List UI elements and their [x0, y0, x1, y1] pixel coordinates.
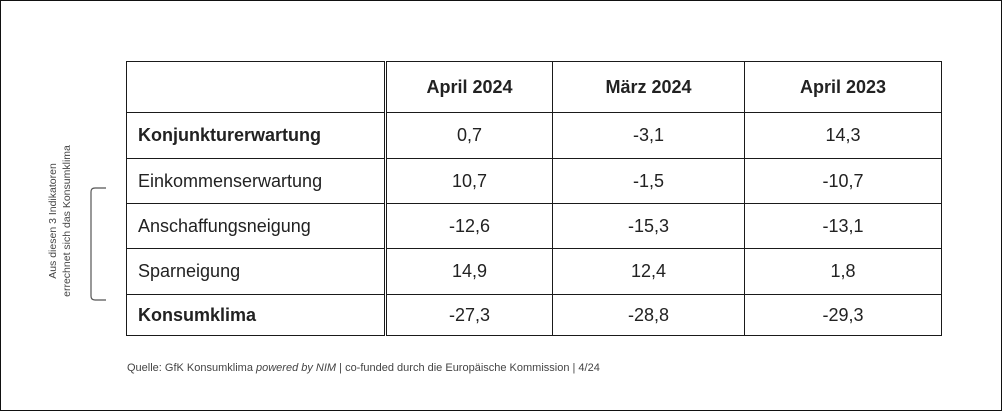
row-label-sparneigung: Sparneigung — [126, 248, 387, 295]
table-cell: -10,7 — [744, 158, 942, 204]
header-april-2023: April 2023 — [744, 61, 942, 113]
row-label-einkommenserwartung: Einkommenserwartung — [126, 158, 387, 204]
side-note: Aus diesen 3 Indikatoren errechnet sich … — [46, 141, 74, 301]
header-row: April 2024 März 2024 April 2023 — [126, 61, 942, 113]
table-cell: -12,6 — [385, 203, 553, 249]
table-cell: 14,9 — [385, 248, 553, 295]
row-label-konsumklima: Konsumklima — [126, 294, 387, 336]
bracket-icon — [90, 187, 106, 301]
table-row: Einkommenserwartung 10,7 -1,5 -10,7 — [126, 158, 942, 204]
source-note: Quelle: GfK Konsumklima powered by NIM |… — [127, 362, 600, 374]
header-april-2024: April 2024 — [385, 61, 553, 113]
table-cell: -1,5 — [552, 158, 745, 204]
table-cell: -3,1 — [552, 112, 745, 159]
table-row: Konjunkturerwartung 0,7 -3,1 14,3 — [126, 112, 942, 159]
table-cell: 0,7 — [385, 112, 553, 159]
table-row: Sparneigung 14,9 12,4 1,8 — [126, 248, 942, 295]
source-prefix: Quelle: GfK Konsumklima — [127, 362, 256, 374]
row-label-anschaffungsneigung: Anschaffungsneigung — [126, 203, 387, 249]
side-note-line-1: Aus diesen 3 Indikatoren — [47, 163, 59, 279]
table-row: Konsumklima -27,3 -28,8 -29,3 — [126, 294, 942, 336]
table-cell: 1,8 — [744, 248, 942, 295]
table-cell: -27,3 — [385, 294, 553, 336]
consumer-climate-table: April 2024 März 2024 April 2023 Konjunkt… — [126, 61, 942, 336]
header-empty-cell — [126, 61, 387, 113]
side-note-line-2: errechnet sich das Konsumklima — [61, 145, 73, 297]
table-cell: 10,7 — [385, 158, 553, 204]
table-cell: -28,8 — [552, 294, 745, 336]
table-cell: -13,1 — [744, 203, 942, 249]
table-row: Anschaffungsneigung -12,6 -15,3 -13,1 — [126, 203, 942, 249]
row-label-konjunkturerwartung: Konjunkturerwartung — [126, 112, 387, 159]
source-suffix: | co-funded durch die Europäische Kommis… — [336, 362, 600, 374]
table-cell: 12,4 — [552, 248, 745, 295]
header-maerz-2024: März 2024 — [552, 61, 745, 113]
table-cell: -29,3 — [744, 294, 942, 336]
table-cell: 14,3 — [744, 112, 942, 159]
source-italic: powered by NIM — [256, 362, 337, 374]
table-cell: -15,3 — [552, 203, 745, 249]
